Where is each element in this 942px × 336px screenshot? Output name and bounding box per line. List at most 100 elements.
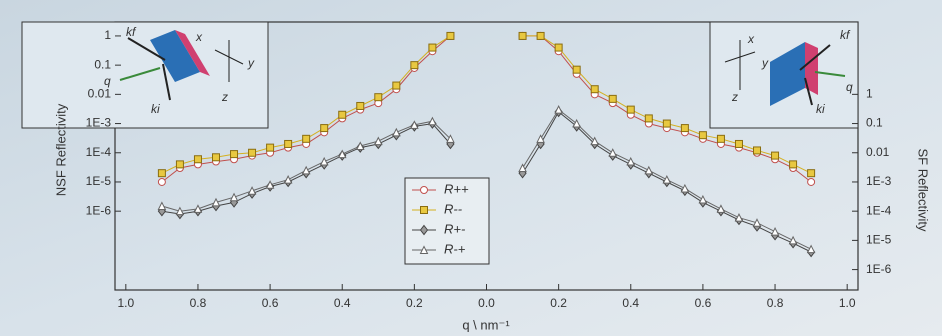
legend-label: R++ [444,181,469,196]
arrow [127,37,166,61]
legend-marker [420,206,428,214]
y-tick-label: 1 [104,28,111,42]
inset-label: q [104,74,111,88]
marker [446,31,455,40]
layer [150,30,200,82]
y-tick-label: 1E-5 [86,174,112,188]
inset-label: kf [126,25,137,39]
marker [284,139,293,148]
x-tick-label: 0.6 [695,296,712,310]
x-tick-label: 0.0 [478,296,495,310]
arrow [119,67,161,81]
inset-frame [21,21,269,129]
y-tick-label: 0.01 [88,87,112,101]
marker [789,160,798,169]
marker [716,134,725,143]
arrow [814,71,846,77]
y2-tick-label: 1E-6 [866,262,892,276]
marker [374,93,383,102]
layer [805,42,818,95]
y2-tick-label: 0.01 [866,145,890,159]
marker [157,169,166,178]
marker [770,226,780,236]
marker [608,148,618,157]
inset-label: x [195,30,203,44]
marker [265,180,275,189]
legend-label: R+- [444,221,466,236]
marker [428,116,437,126]
marker [518,163,527,173]
inset-label: z [221,90,228,104]
marker [644,114,653,123]
legend-label: R-- [444,201,463,216]
inset-label: q [846,80,853,94]
x-tick-label: 0.4 [622,296,639,310]
marker [392,81,401,90]
marker [554,105,563,114]
y-tick-label: 1E-4 [86,145,112,159]
marker [807,169,816,178]
marker [301,165,311,175]
inset-label: ki [151,102,160,116]
x-tick-label: 0.2 [406,296,423,310]
legend-marker [420,186,428,194]
marker [428,43,437,52]
marker [193,204,203,213]
marker [283,175,293,184]
marker [211,197,221,207]
marker [806,244,816,254]
arrow [162,63,171,101]
marker [698,194,708,204]
marker [319,156,329,166]
y-tick-label: 1E-6 [86,203,112,217]
marker [230,150,239,159]
arrow [799,44,831,71]
x-tick-label: 0.8 [767,296,784,310]
y2-axis-label: SF Reflectivity [916,148,931,232]
marker [788,235,798,245]
marker [355,141,365,151]
layer [770,42,805,106]
inset-label: y [761,56,769,70]
marker [572,65,581,74]
marker [157,201,167,211]
marker [373,136,383,146]
marker [771,151,780,160]
y-tick-label: 0.1 [94,57,111,71]
y2-tick-label: 1E-5 [866,233,892,247]
x-tick-label: 0.8 [190,296,207,310]
y-axis-label: NSF Reflectivity [53,103,68,196]
marker [302,134,311,143]
y2-tick-label: 0.1 [866,116,883,130]
marker [626,156,636,166]
x-tick-label: 0.6 [262,296,279,310]
inset-left [21,21,269,129]
marker [193,155,202,164]
marker [536,134,545,143]
marker [320,124,329,133]
x-tick-label: 1.0 [117,296,134,310]
marker [266,143,275,152]
inset-label: y [247,56,255,70]
marker [536,31,545,40]
marker [698,131,707,140]
marker [662,175,672,184]
marker [410,61,419,70]
legend-marker [419,245,429,254]
marker [229,192,239,202]
marker [753,146,762,155]
marker [752,218,762,227]
legend-marker [419,224,429,236]
marker [644,165,654,175]
marker [807,177,816,186]
marker [446,134,455,143]
inset-label: ki [816,102,825,116]
inset-label: x [747,32,755,46]
y2-tick-label: 1 [866,87,873,101]
layer [175,30,210,76]
legend-label: R-+ [444,241,466,256]
marker [337,149,347,159]
y2-tick-label: 1E-4 [866,203,892,217]
marker [554,43,563,52]
